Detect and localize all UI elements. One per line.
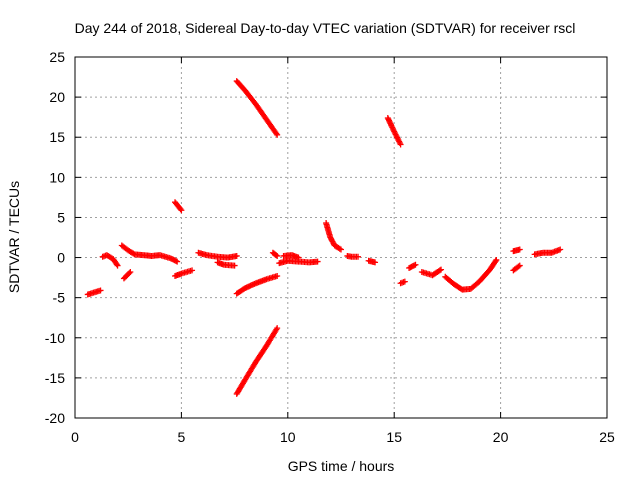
x-tick-label: 25 xyxy=(599,429,615,445)
data-point xyxy=(274,131,281,138)
data-point xyxy=(274,273,281,280)
data-point xyxy=(273,252,280,259)
plot-frame xyxy=(74,56,608,419)
y-tick-label: 10 xyxy=(49,169,65,185)
data-point xyxy=(97,287,104,294)
x-tick-label: 20 xyxy=(493,429,509,445)
x-tick-label: 15 xyxy=(386,429,402,445)
data-segment xyxy=(344,252,362,260)
data-point xyxy=(274,252,281,259)
data-segment xyxy=(233,273,281,297)
data-segment xyxy=(84,287,104,298)
x-axis-label: GPS time / hours xyxy=(288,458,395,474)
data-point xyxy=(355,253,362,260)
data-segment xyxy=(99,252,121,269)
y-tick-label: 25 xyxy=(49,49,65,65)
data-point xyxy=(273,130,280,137)
y-tick-label: 5 xyxy=(57,209,65,225)
data-segment xyxy=(406,261,419,271)
data-segment xyxy=(365,257,379,266)
data-segment xyxy=(195,249,240,261)
data-point xyxy=(233,252,240,259)
data-point xyxy=(114,262,121,269)
y-tick-label: -20 xyxy=(45,410,65,426)
x-tick-label: 10 xyxy=(280,429,296,445)
data-point xyxy=(174,258,181,265)
data-point xyxy=(515,263,522,270)
y-tick-label: 20 xyxy=(49,89,65,105)
data-point xyxy=(412,261,419,268)
x-tick-label: 0 xyxy=(71,429,79,445)
data-segment xyxy=(442,256,500,293)
data-point xyxy=(127,268,134,275)
data-point xyxy=(126,270,133,277)
chart-title: Day 244 of 2018, Sidereal Day-to-day VTE… xyxy=(75,20,576,36)
data-segment xyxy=(276,257,321,267)
data-segment xyxy=(510,246,523,255)
y-tick-label: -5 xyxy=(53,290,66,306)
data-segment xyxy=(118,242,181,265)
data-point xyxy=(177,206,184,213)
data-segment xyxy=(172,267,196,280)
y-tick-label: 15 xyxy=(49,129,65,145)
data-point xyxy=(516,262,523,269)
data-point xyxy=(295,254,302,261)
data-point xyxy=(516,246,523,253)
data-segment xyxy=(269,249,281,259)
data-segment xyxy=(214,259,238,269)
y-axis-label: SDTVAR / TECUs xyxy=(6,181,22,293)
data-point xyxy=(557,246,564,253)
grid xyxy=(75,57,607,418)
data-segment xyxy=(397,278,408,287)
data-segment xyxy=(280,252,302,261)
x-tick-label: 5 xyxy=(178,429,186,445)
data-point xyxy=(130,250,137,257)
series-sdtvar xyxy=(84,78,564,397)
data-segment xyxy=(323,220,344,253)
y-tick-label: 0 xyxy=(57,250,65,266)
data-point xyxy=(492,258,499,265)
data-segment xyxy=(418,266,445,279)
y-tick-label: -15 xyxy=(45,370,65,386)
data-point xyxy=(113,261,120,268)
ticks: 0 5 10 15 20 25 -20 -15 -10 -5 0 5 10 15 20 25 xyxy=(45,49,615,445)
data-point xyxy=(438,266,445,273)
data-point xyxy=(314,258,321,265)
data-point xyxy=(436,267,443,274)
data-segment xyxy=(233,325,281,397)
data-layer xyxy=(84,78,564,397)
data-segment xyxy=(384,114,404,148)
data-point xyxy=(178,207,185,214)
data-point xyxy=(189,267,196,274)
data-segment xyxy=(510,262,523,274)
data-segment xyxy=(172,199,185,214)
y-tick-label: -10 xyxy=(45,330,65,346)
data-point xyxy=(397,141,404,148)
data-point xyxy=(274,325,281,332)
data-segment xyxy=(531,246,564,258)
data-segment xyxy=(120,268,134,282)
data-point xyxy=(372,259,379,266)
data-point xyxy=(338,246,344,253)
data-point xyxy=(401,278,408,285)
data-point xyxy=(231,262,238,269)
data-point xyxy=(336,245,343,252)
data-segment xyxy=(233,78,281,138)
data-point xyxy=(493,256,500,263)
